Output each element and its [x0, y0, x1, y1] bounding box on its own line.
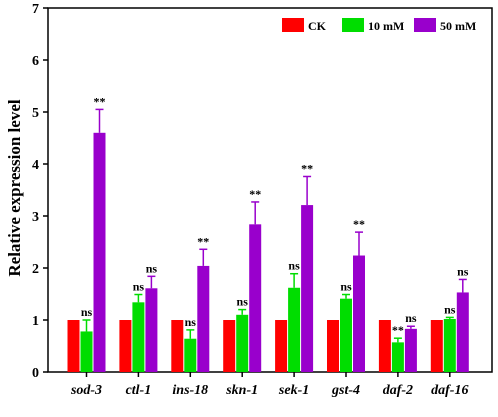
bar-10-mm-gst-4	[340, 298, 352, 372]
bar-ck-sek-1	[275, 320, 288, 372]
y-tick-label: 5	[32, 106, 39, 121]
bar-10-mm-skn-1	[236, 314, 249, 372]
bar-ck-skn-1	[223, 320, 236, 372]
significance-label: ns	[133, 280, 145, 294]
bar-50-mm-sek-1	[301, 205, 314, 372]
plot-area: 01234567sod-3ns**ctl-1nsnsins-18ns**skn-…	[32, 2, 493, 398]
bar-50-mm-daf-16	[456, 292, 469, 372]
bar-10-mm-daf-2	[391, 342, 404, 372]
y-tick-label: 6	[32, 54, 39, 69]
significance-label: **	[392, 323, 404, 337]
bar-10-mm-sek-1	[288, 287, 301, 372]
bar-50-mm-gst-4	[353, 255, 365, 372]
bar-50-mm-ins-18	[197, 265, 210, 372]
y-tick-label: 3	[32, 210, 39, 225]
x-tick-label-daf-2: daf-2	[383, 383, 413, 398]
significance-label: **	[197, 234, 209, 248]
plot-frame	[47, 7, 493, 373]
legend: CK 10 mM 50 mM	[282, 18, 476, 33]
bar-ck-daf-2	[378, 320, 391, 372]
significance-label: ns	[457, 264, 469, 278]
x-tick-label-ctl-1: ctl-1	[126, 383, 152, 398]
legend-label-10-mm: 10 mM	[368, 19, 404, 33]
legend-label-50-mm: 50 mM	[440, 19, 476, 33]
bar-50-mm-sod-3	[93, 132, 106, 372]
bar-ck-sod-3	[67, 320, 80, 372]
bar-ck-ins-18	[171, 320, 184, 372]
significance-label: ns	[185, 315, 197, 329]
significance-label: ns	[444, 302, 456, 316]
y-tick-label: 4	[32, 158, 39, 173]
x-tick-label-sek-1: sek-1	[278, 383, 309, 398]
x-tick-label-gst-4: gst-4	[331, 383, 360, 398]
x-tick-label-sod-3: sod-3	[70, 383, 102, 398]
bar-10-mm-daf-16	[443, 318, 456, 372]
significance-label: **	[94, 94, 106, 108]
y-tick-label: 2	[32, 262, 39, 277]
x-tick-label-ins-18: ins-18	[172, 383, 208, 398]
bar-50-mm-daf-2	[404, 328, 417, 372]
significance-label: ns	[340, 280, 352, 294]
y-tick-label: 1	[32, 314, 39, 329]
bar-10-mm-ins-18	[184, 338, 197, 372]
legend-swatch-ck	[282, 18, 304, 32]
significance-label: ns	[288, 259, 300, 273]
x-tick-label-skn-1: skn-1	[225, 383, 258, 398]
bar-10-mm-ctl-1	[132, 302, 145, 372]
significance-label: ns	[146, 261, 158, 275]
significance-label: **	[353, 217, 365, 231]
significance-label: **	[249, 187, 261, 201]
bar-ck-ctl-1	[119, 320, 132, 372]
y-axis-title: Relative expression level	[5, 99, 24, 276]
y-tick-label: 7	[32, 2, 39, 17]
legend-swatch-10-mm	[342, 18, 364, 32]
bar-10-mm-sod-3	[80, 331, 93, 372]
legend-label-ck: CK	[308, 19, 327, 33]
legend-swatch-50-mm	[414, 18, 436, 32]
significance-label: ns	[405, 311, 417, 325]
significance-label: ns	[81, 305, 93, 319]
y-tick-label: 0	[32, 366, 39, 381]
bar-ck-gst-4	[327, 320, 339, 372]
bar-ck-daf-16	[430, 320, 443, 372]
significance-label: **	[301, 161, 313, 175]
bar-50-mm-ctl-1	[145, 288, 158, 372]
significance-label: ns	[237, 295, 249, 309]
bar-50-mm-skn-1	[249, 224, 262, 372]
x-tick-label-daf-16: daf-16	[431, 383, 468, 398]
